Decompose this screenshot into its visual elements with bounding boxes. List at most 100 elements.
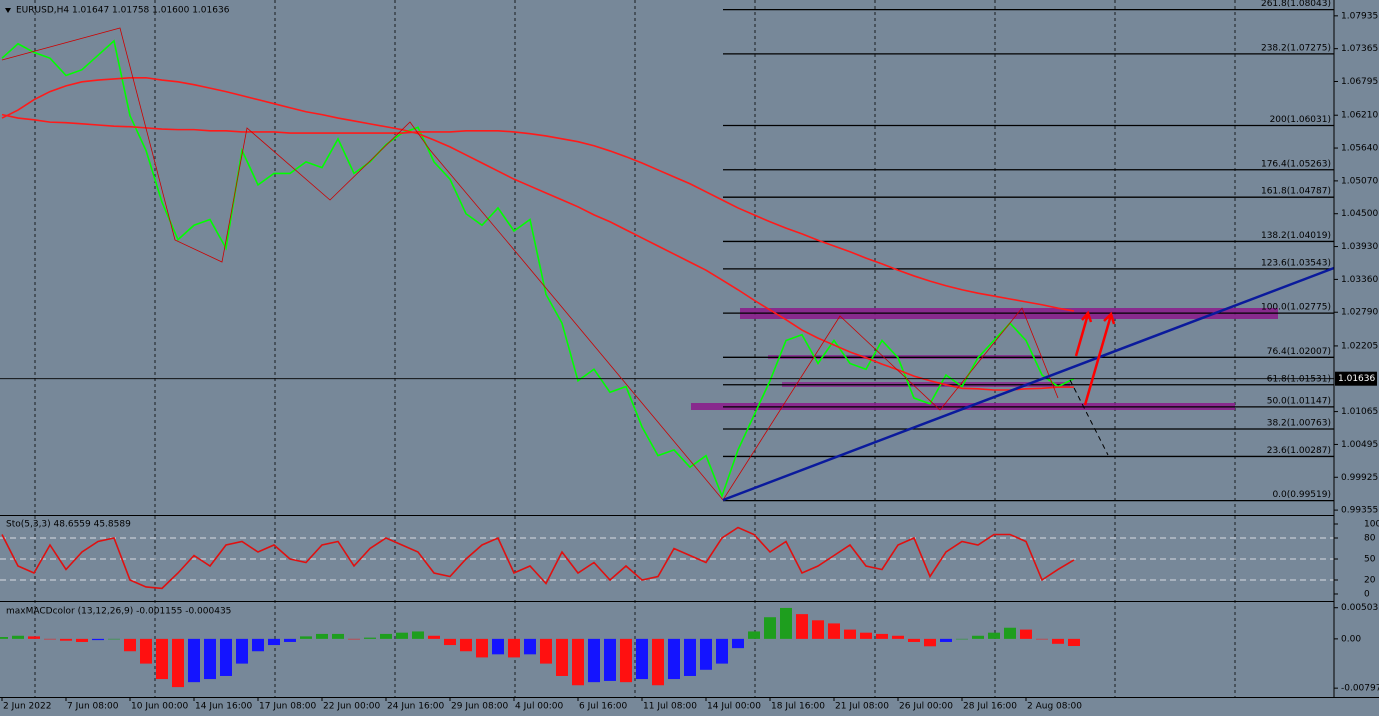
fib-label: 161.8(1.04787) bbox=[1261, 187, 1331, 197]
bar bbox=[588, 638, 600, 683]
bar bbox=[284, 638, 296, 642]
y-tick-label: 1.03360 bbox=[1341, 275, 1378, 285]
bar bbox=[716, 638, 728, 664]
x-tick-label: 18 Jul 16:00 bbox=[771, 702, 825, 712]
x-tick-label: 26 Jul 00:00 bbox=[899, 702, 953, 712]
bar bbox=[332, 633, 344, 639]
bar bbox=[60, 638, 72, 641]
x-tick-label: 14 Jun 16:00 bbox=[195, 702, 252, 712]
fib-label: 76.4(1.02007) bbox=[1267, 347, 1331, 357]
chart-title: EURUSD,H4 1.01647 1.01758 1.01600 1.0163… bbox=[16, 6, 230, 16]
bar bbox=[508, 638, 520, 658]
bar bbox=[444, 638, 456, 646]
bar bbox=[668, 638, 680, 680]
bar bbox=[748, 631, 760, 639]
bar bbox=[636, 638, 648, 680]
fib-label: 123.6(1.03543) bbox=[1261, 258, 1331, 268]
y-tick-label: 1.07365 bbox=[1341, 44, 1378, 54]
fib-label: 200(1.06031) bbox=[1270, 115, 1331, 125]
fib-label: 138.2(1.04019) bbox=[1261, 231, 1331, 241]
x-tick-label: 28 Jul 16:00 bbox=[963, 702, 1017, 712]
bar bbox=[796, 614, 808, 639]
bar bbox=[684, 638, 696, 676]
bar bbox=[124, 638, 136, 652]
y-tick-label: 1.03930 bbox=[1341, 242, 1378, 252]
bar bbox=[1036, 638, 1048, 640]
bar bbox=[924, 638, 936, 647]
bar bbox=[572, 638, 584, 686]
series-line bbox=[1, 113, 1075, 312]
bar bbox=[12, 635, 24, 639]
bar bbox=[828, 623, 840, 639]
bar bbox=[892, 635, 904, 639]
bar bbox=[540, 638, 552, 664]
y-tick-label: 1.06795 bbox=[1341, 77, 1378, 87]
bar bbox=[188, 638, 200, 683]
fib-label: 238.2(1.07275) bbox=[1261, 43, 1331, 53]
arrow bbox=[1083, 314, 1113, 406]
bar bbox=[524, 638, 536, 655]
y-tick-label: 50 bbox=[1364, 554, 1376, 564]
x-tick-label: 29 Jun 08:00 bbox=[451, 702, 508, 712]
y-tick-label: 0.00 bbox=[1341, 634, 1361, 644]
y-tick-label: 1.01065 bbox=[1341, 407, 1378, 417]
fib-label: 61.8(1.01531) bbox=[1267, 374, 1331, 384]
bar bbox=[476, 638, 488, 658]
bar bbox=[156, 638, 168, 680]
bar bbox=[860, 632, 872, 639]
bar bbox=[108, 638, 120, 640]
fib-label: 38.2(1.00763) bbox=[1267, 418, 1331, 428]
bar bbox=[972, 635, 984, 639]
price-box bbox=[1335, 371, 1377, 386]
y-tick-label: 0.99355 bbox=[1341, 506, 1378, 516]
bar bbox=[300, 636, 312, 639]
y-tick-label: -0.00797 bbox=[1341, 684, 1379, 694]
bar bbox=[92, 638, 104, 641]
bar bbox=[876, 633, 888, 639]
bar bbox=[988, 632, 1000, 639]
bar bbox=[140, 638, 152, 664]
y-tick-label: 1.04500 bbox=[1341, 209, 1378, 219]
series-line bbox=[1, 39, 1075, 499]
x-tick-label: 10 Jun 00:00 bbox=[131, 702, 188, 712]
bar bbox=[812, 620, 824, 639]
bar bbox=[412, 631, 424, 639]
bar bbox=[364, 637, 376, 639]
bar bbox=[204, 638, 216, 680]
zigzag bbox=[1, 27, 1059, 501]
bar bbox=[492, 638, 504, 655]
bar bbox=[1020, 629, 1032, 639]
fib-label: 23.6(1.00287) bbox=[1267, 446, 1331, 456]
current-price-label: 1.01636 bbox=[1338, 374, 1375, 384]
bar bbox=[556, 638, 568, 676]
bar bbox=[1052, 638, 1064, 644]
y-tick-label: 0.005037 bbox=[1341, 603, 1379, 613]
bar bbox=[908, 638, 920, 642]
menu-icon bbox=[5, 8, 11, 13]
fib-label: 261.8(1.08043) bbox=[1261, 0, 1331, 9]
y-tick-label: 1.00495 bbox=[1341, 440, 1378, 450]
bar bbox=[764, 617, 776, 639]
arrow bbox=[1074, 313, 1090, 357]
bar bbox=[428, 635, 440, 639]
series-line bbox=[1, 526, 1075, 590]
fib-label: 50.0(1.01147) bbox=[1267, 396, 1331, 406]
y-tick-label: 20 bbox=[1364, 575, 1376, 585]
y-tick-label: 1.05640 bbox=[1341, 144, 1378, 154]
fib-label: 0.0(0.99519) bbox=[1272, 490, 1331, 500]
x-tick-label: 22 Jun 00:00 bbox=[323, 702, 380, 712]
trend-line bbox=[722, 266, 1335, 502]
fib-label: 100.0(1.02775) bbox=[1261, 303, 1331, 313]
bar bbox=[396, 632, 408, 639]
bar bbox=[44, 638, 56, 640]
bar bbox=[460, 638, 472, 652]
bar bbox=[220, 638, 232, 676]
indicator-title: maxMACDcolor (13,12,26,9) -0.001155 -0.0… bbox=[6, 607, 231, 617]
bar bbox=[700, 638, 712, 670]
y-tick-label: 100 bbox=[1364, 519, 1379, 529]
bar bbox=[940, 638, 952, 642]
y-tick-label: 1.06210 bbox=[1341, 111, 1378, 121]
y-tick-label: 0 bbox=[1364, 589, 1370, 599]
bar bbox=[780, 607, 792, 639]
